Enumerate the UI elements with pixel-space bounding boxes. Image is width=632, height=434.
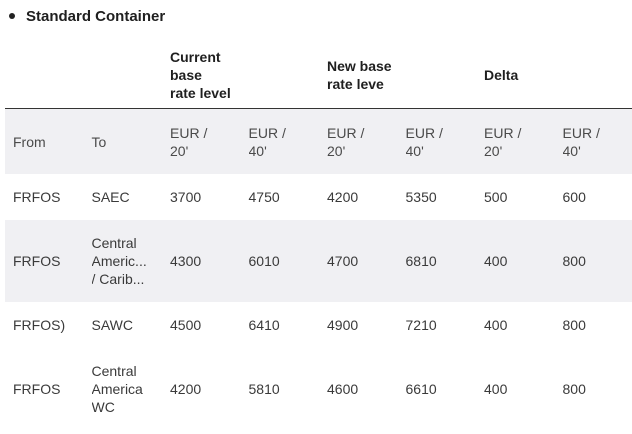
- group-header-empty: [397, 42, 476, 109]
- cell-new-20: 4900: [327, 317, 359, 333]
- cell-current-20: 4500: [170, 317, 202, 333]
- column-header-current-40: EUR /40': [240, 108, 319, 174]
- column-header-to: To: [83, 108, 162, 174]
- cell-new-40: 6610: [405, 381, 437, 397]
- cell-to: SAWC: [91, 317, 133, 333]
- cell-new-40: 7210: [405, 317, 437, 333]
- cell-delta-40: 800: [562, 381, 586, 397]
- section-title: Standard Container: [26, 7, 166, 25]
- sub-header-row: From To EUR /20' EUR /40' EUR /20' EUR /…: [5, 108, 632, 174]
- cell-delta-40: 800: [554, 220, 632, 302]
- cell-from: FRFOS: [5, 220, 84, 302]
- table-row: FRFOS Central Americ... / Carib... 4300 60…: [5, 220, 632, 302]
- table-row: FRFOS) SAWC 4500 6410 4900 7210 400 800: [5, 302, 632, 348]
- cell-delta-20: 400: [476, 220, 555, 302]
- group-header-row: Current base rate level New base rate leve…: [5, 42, 632, 109]
- cell-delta-20: 500: [484, 189, 508, 205]
- cell-to: Central America WC: [91, 363, 143, 415]
- cell-current-20: 3700: [170, 189, 202, 205]
- column-header-from: From: [5, 108, 84, 174]
- group-header-empty: [5, 42, 84, 109]
- group-header-delta: Delta: [476, 42, 555, 109]
- cell-current-40: 5810: [248, 381, 280, 397]
- cell-new-40: 5350: [405, 189, 437, 205]
- cell-delta-40: 600: [562, 189, 586, 205]
- column-header-delta-20: EUR /20': [476, 108, 555, 174]
- cell-current-40: 6410: [248, 317, 280, 333]
- column-header-new-40: EUR /40': [397, 108, 476, 174]
- group-header-empty: [554, 42, 632, 109]
- cell-new-20: 4200: [327, 189, 359, 205]
- group-header-empty: [83, 42, 162, 109]
- column-header-delta-40: EUR /40': [554, 108, 632, 174]
- cell-from: FRFOS: [13, 381, 61, 397]
- group-header-current: Current base rate level: [162, 42, 241, 109]
- cell-to: SAEC: [91, 189, 130, 205]
- table-row: FRFOS Central America WC 4200 5810 4600 66…: [5, 348, 632, 430]
- cell-current-20: 4300: [162, 220, 241, 302]
- section-heading: Standard Container: [9, 6, 165, 26]
- column-header-new-20: EUR /20': [319, 108, 398, 174]
- cell-from: FRFOS): [13, 317, 66, 333]
- rates-table: Current base rate level New base rate leve…: [5, 42, 632, 430]
- group-header-empty: [240, 42, 319, 109]
- cell-delta-20: 400: [484, 317, 508, 333]
- cell-new-40: 6810: [397, 220, 476, 302]
- cell-to: Central Americ... / Carib...: [83, 220, 162, 302]
- cell-new-20: 4700: [319, 220, 398, 302]
- group-header-new: New base rate leve: [319, 42, 398, 109]
- cell-from: FRFOS: [13, 189, 61, 205]
- cell-current-40: 6010: [240, 220, 319, 302]
- column-header-current-20: EUR /20': [162, 108, 241, 174]
- cell-new-20: 4600: [327, 381, 359, 397]
- bullet-icon: [9, 13, 15, 19]
- cell-current-20: 4200: [170, 381, 202, 397]
- cell-current-40: 4750: [248, 189, 280, 205]
- cell-delta-40: 800: [562, 317, 586, 333]
- table-row: FRFOS SAEC 3700 4750 4200 5350 500 600: [5, 174, 632, 220]
- cell-delta-20: 400: [484, 381, 508, 397]
